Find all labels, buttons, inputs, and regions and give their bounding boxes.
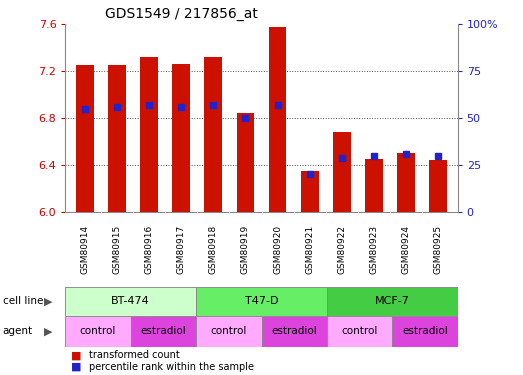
Bar (131, 316, 196, 347)
Bar (196, 287, 327, 316)
Bar (65, 316, 131, 347)
Text: GSM80918: GSM80918 (209, 225, 218, 274)
Text: percentile rank within the sample: percentile rank within the sample (89, 362, 254, 372)
Text: T47-D: T47-D (245, 296, 278, 306)
Bar (365, 159, 383, 212)
Text: GSM80914: GSM80914 (80, 225, 89, 274)
Text: GSM80925: GSM80925 (434, 225, 443, 274)
Bar (204, 57, 222, 212)
Text: cell line: cell line (3, 296, 43, 306)
Text: control: control (211, 326, 247, 336)
Bar (236, 113, 254, 212)
Text: GSM80923: GSM80923 (370, 225, 379, 274)
Text: GDS1549 / 217856_at: GDS1549 / 217856_at (105, 7, 257, 21)
Text: transformed count: transformed count (89, 351, 180, 360)
Text: GSM80917: GSM80917 (177, 225, 186, 274)
Text: GSM80920: GSM80920 (273, 225, 282, 274)
Bar (108, 65, 126, 212)
Text: estradiol: estradiol (402, 326, 448, 336)
Bar (262, 316, 327, 347)
Bar (327, 316, 392, 347)
Text: GSM80916: GSM80916 (144, 225, 153, 274)
Text: ▶: ▶ (44, 296, 52, 306)
Text: agent: agent (3, 326, 33, 336)
Text: GSM80924: GSM80924 (402, 225, 411, 274)
Text: GSM80921: GSM80921 (305, 225, 314, 274)
Text: ■: ■ (71, 351, 81, 360)
Bar (397, 153, 415, 212)
Text: ▶: ▶ (44, 326, 52, 336)
Bar (269, 27, 287, 212)
Text: GSM80915: GSM80915 (112, 225, 121, 274)
Bar (429, 160, 447, 212)
Text: BT-474: BT-474 (111, 296, 150, 306)
Bar (196, 316, 262, 347)
Text: estradiol: estradiol (141, 326, 186, 336)
Bar (65, 287, 196, 316)
Bar (333, 132, 351, 212)
Text: estradiol: estradiol (271, 326, 317, 336)
Bar (140, 57, 158, 212)
Text: GSM80919: GSM80919 (241, 225, 250, 274)
Bar (327, 287, 458, 316)
Bar (76, 65, 94, 212)
Text: control: control (342, 326, 378, 336)
Text: control: control (80, 326, 116, 336)
Bar (172, 64, 190, 212)
Text: MCF-7: MCF-7 (375, 296, 410, 306)
Bar (301, 171, 319, 212)
Text: ■: ■ (71, 362, 81, 372)
Text: GSM80922: GSM80922 (337, 225, 346, 274)
Bar (392, 316, 458, 347)
